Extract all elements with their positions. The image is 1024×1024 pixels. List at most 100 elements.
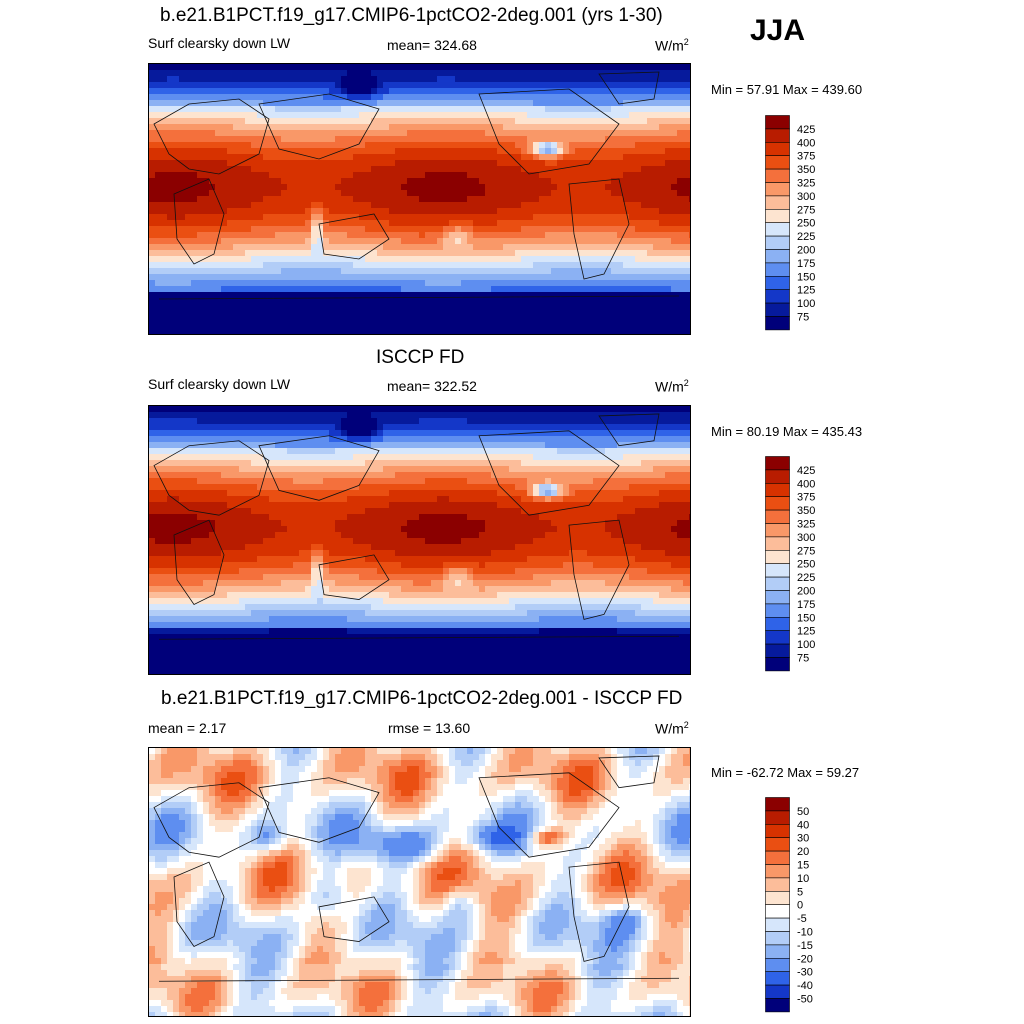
colorbar-tick-label: 325 (797, 519, 815, 531)
colorbar-tick-label: 0 (797, 900, 803, 912)
colorbar-tick-label: 20 (797, 846, 809, 858)
panel-2-title: ISCCP FD (376, 347, 465, 368)
colorbar-tick-label: 175 (797, 599, 815, 611)
panel-1-minmax: Min = 57.91 Max = 439.60 (711, 82, 863, 97)
colorbar-tick-label: 200 (797, 245, 815, 257)
panel-3-colorbar: 50 40 30 20 15 10 5 0 -5 -10 -15 -20 -30 -40 -50 (765, 797, 845, 1019)
colorbar-tick-label: 275 (797, 204, 815, 216)
colorbar-swatch (765, 931, 790, 946)
panel-2-minmax: Min = 80.19 Max = 435.43 (711, 424, 863, 439)
colorbar-tick-label: 350 (797, 164, 815, 176)
colorbar-swatch (765, 944, 790, 959)
colorbar-swatch (765, 235, 790, 250)
colorbar-tick-label: 100 (797, 639, 815, 651)
panel-2-map (148, 405, 691, 675)
colorbar-tick-label: -40 (797, 980, 813, 992)
colorbar-swatch (765, 182, 790, 197)
colorbar-swatch (765, 630, 790, 645)
colorbar-tick-label: 30 (797, 833, 809, 845)
colorbar-tick-label: 425 (797, 124, 815, 136)
colorbar-swatch (765, 563, 790, 578)
colorbar-swatch (765, 128, 790, 143)
colorbar-swatch (765, 998, 790, 1013)
colorbar-swatch (765, 168, 790, 183)
colorbar-swatch (765, 958, 790, 973)
colorbar-swatch (765, 509, 790, 524)
colorbar-tick-label: 40 (797, 819, 809, 831)
colorbar-swatch (765, 643, 790, 658)
colorbar-tick-label: 5 (797, 886, 803, 898)
colorbar-swatch (765, 603, 790, 618)
colorbar-tick-label: 225 (797, 231, 815, 243)
colorbar-swatch (765, 249, 790, 264)
colorbar-swatch (765, 984, 790, 999)
colorbar-swatch (765, 617, 790, 632)
panel-2-units: W/m2 (655, 378, 689, 395)
colorbar-tick-label: 15 (797, 860, 809, 872)
colorbar-swatch (765, 141, 790, 156)
colorbar-swatch (765, 850, 790, 865)
colorbar-swatch (765, 316, 790, 331)
colorbar-tick-label: 125 (797, 285, 815, 297)
colorbar-tick-label: 375 (797, 151, 815, 163)
season-label: JJA (750, 14, 806, 47)
colorbar-swatch (765, 904, 790, 919)
colorbar-swatch (765, 917, 790, 932)
panel-2-field (149, 406, 690, 674)
colorbar-tick-label: -50 (797, 994, 813, 1006)
colorbar-swatch (765, 823, 790, 838)
colorbar-swatch (765, 837, 790, 852)
panel-1-variable: Surf clearsky down LW (148, 35, 291, 51)
colorbar-swatch (765, 469, 790, 484)
colorbar-swatch (765, 891, 790, 906)
colorbar-tick-label: 150 (797, 612, 815, 624)
colorbar-tick-label: -20 (797, 953, 813, 965)
colorbar-swatch (765, 289, 790, 304)
panel-3-minmax: Min = -62.72 Max = 59.27 (711, 765, 860, 780)
colorbar-tick-label: 300 (797, 191, 815, 203)
panel-3-units: W/m2 (655, 720, 689, 737)
colorbar-swatch (765, 657, 790, 672)
colorbar-tick-label: 50 (797, 806, 809, 818)
panel-2-colorbar: 425 400 375 350 325 300 275 250 225 200 175 150 125 1… (765, 456, 845, 678)
colorbar-tick-label: 350 (797, 505, 815, 517)
colorbar-tick-label: 250 (797, 559, 815, 571)
colorbar-tick-label: 75 (797, 653, 809, 665)
panel-3-title: b.e21.B1PCT.f19_g17.CMIP6-1pctCO2-2deg.0… (161, 688, 683, 709)
panel-1-field (149, 64, 690, 334)
colorbar-tick-label: -15 (797, 940, 813, 952)
colorbar-swatch (765, 302, 790, 317)
colorbar-tick-label: 425 (797, 465, 815, 477)
colorbar-swatch (765, 971, 790, 986)
colorbar-swatch (765, 523, 790, 538)
colorbar-tick-label: 250 (797, 218, 815, 230)
panel-2-variable: Surf clearsky down LW (148, 376, 291, 392)
colorbar-swatch (765, 155, 790, 170)
colorbar-swatch (765, 222, 790, 237)
colorbar-swatch (765, 276, 790, 291)
colorbar-tick-label: -5 (797, 913, 807, 925)
colorbar-tick-label: 225 (797, 572, 815, 584)
panel-2-mean: mean= 322.52 (387, 378, 477, 394)
colorbar-swatch (765, 797, 790, 812)
colorbar-swatch (765, 496, 790, 511)
colorbar-tick-label: 400 (797, 478, 815, 490)
colorbar-tick-label: 400 (797, 137, 815, 149)
colorbar-swatch (765, 877, 790, 892)
colorbar-swatch (765, 550, 790, 565)
colorbar-swatch (765, 536, 790, 551)
colorbar-swatch (765, 209, 790, 224)
panel-3-rmse: rmse = 13.60 (388, 720, 471, 736)
colorbar-swatch (765, 810, 790, 825)
panel-1-title: b.e21.B1PCT.f19_g17.CMIP6-1pctCO2-2deg.0… (160, 5, 663, 26)
panel-3-map (148, 747, 691, 1017)
colorbar-tick-label: -10 (797, 927, 813, 939)
panel-3-mean: mean = 2.17 (148, 720, 227, 736)
colorbar-tick-label: 10 (797, 873, 809, 885)
colorbar-tick-label: 75 (797, 312, 809, 324)
colorbar-swatch (765, 482, 790, 497)
colorbar-tick-label: 175 (797, 258, 815, 270)
colorbar-tick-label: 150 (797, 271, 815, 283)
colorbar-tick-label: 375 (797, 492, 815, 504)
colorbar-swatch (765, 864, 790, 879)
